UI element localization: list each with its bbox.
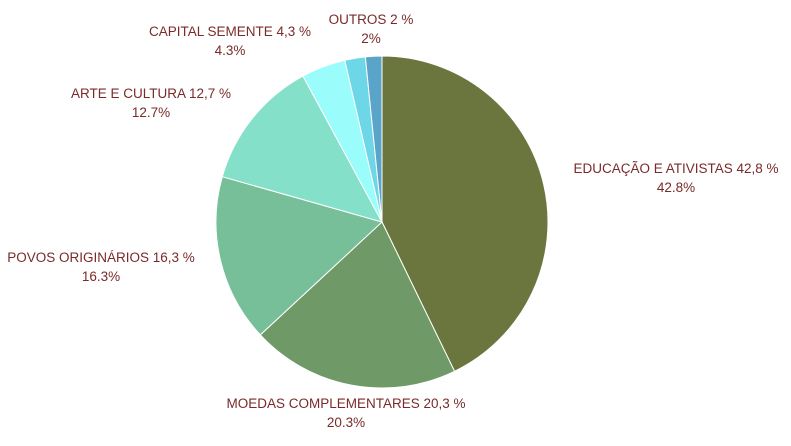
slice-category-label: ARTE E CULTURA 12,7 % xyxy=(71,86,231,101)
slice-label: MOEDAS COMPLEMENTARES 20,3 % 20.3% xyxy=(226,396,465,430)
pie-slice-educacao-e-ativistas xyxy=(381,55,549,372)
pie-slice-povos-originarios xyxy=(215,176,383,336)
slice-percent-label: 2% xyxy=(361,31,381,46)
slice-label: ARTE E CULTURA 12,7 % 12.7% xyxy=(71,86,231,120)
slice-category-label: OUTROS 2 % xyxy=(329,12,414,27)
slice-percent-label: 4.3% xyxy=(215,43,246,58)
slice-label: POVOS ORIGINÁRIOS 16,3 % 16.3% xyxy=(7,250,195,284)
pie-slice-remainder xyxy=(364,55,383,223)
slice-category-label: POVOS ORIGINÁRIOS 16,3 % xyxy=(7,250,195,265)
slice-category-label: EDUCAÇÃO E ATIVISTAS 42,8 % xyxy=(573,161,778,176)
slice-label: EDUCAÇÃO E ATIVISTAS 42,8 % 42.8% xyxy=(573,161,778,195)
pie-slices xyxy=(215,55,549,389)
slice-category-label: MOEDAS COMPLEMENTARES 20,3 % xyxy=(226,396,465,411)
slice-percent-label: 16.3% xyxy=(82,269,120,284)
pie-labels: EDUCAÇÃO E ATIVISTAS 42,8 % 42.8% MOEDAS C… xyxy=(7,12,778,430)
slice-label: OUTROS 2 % 2% xyxy=(329,12,414,46)
pie-slice-arte-e-cultura xyxy=(221,75,384,223)
slice-percent-label: 20.3% xyxy=(327,415,365,430)
slice-label: CAPITAL SEMENTE 4,3 % 4.3% xyxy=(149,24,311,58)
slice-percent-label: 42.8% xyxy=(657,180,695,195)
slice-percent-label: 12.7% xyxy=(132,105,170,120)
pie-slice-moedas-complementares xyxy=(259,221,456,389)
slice-category-label: CAPITAL SEMENTE 4,3 % xyxy=(149,24,311,39)
